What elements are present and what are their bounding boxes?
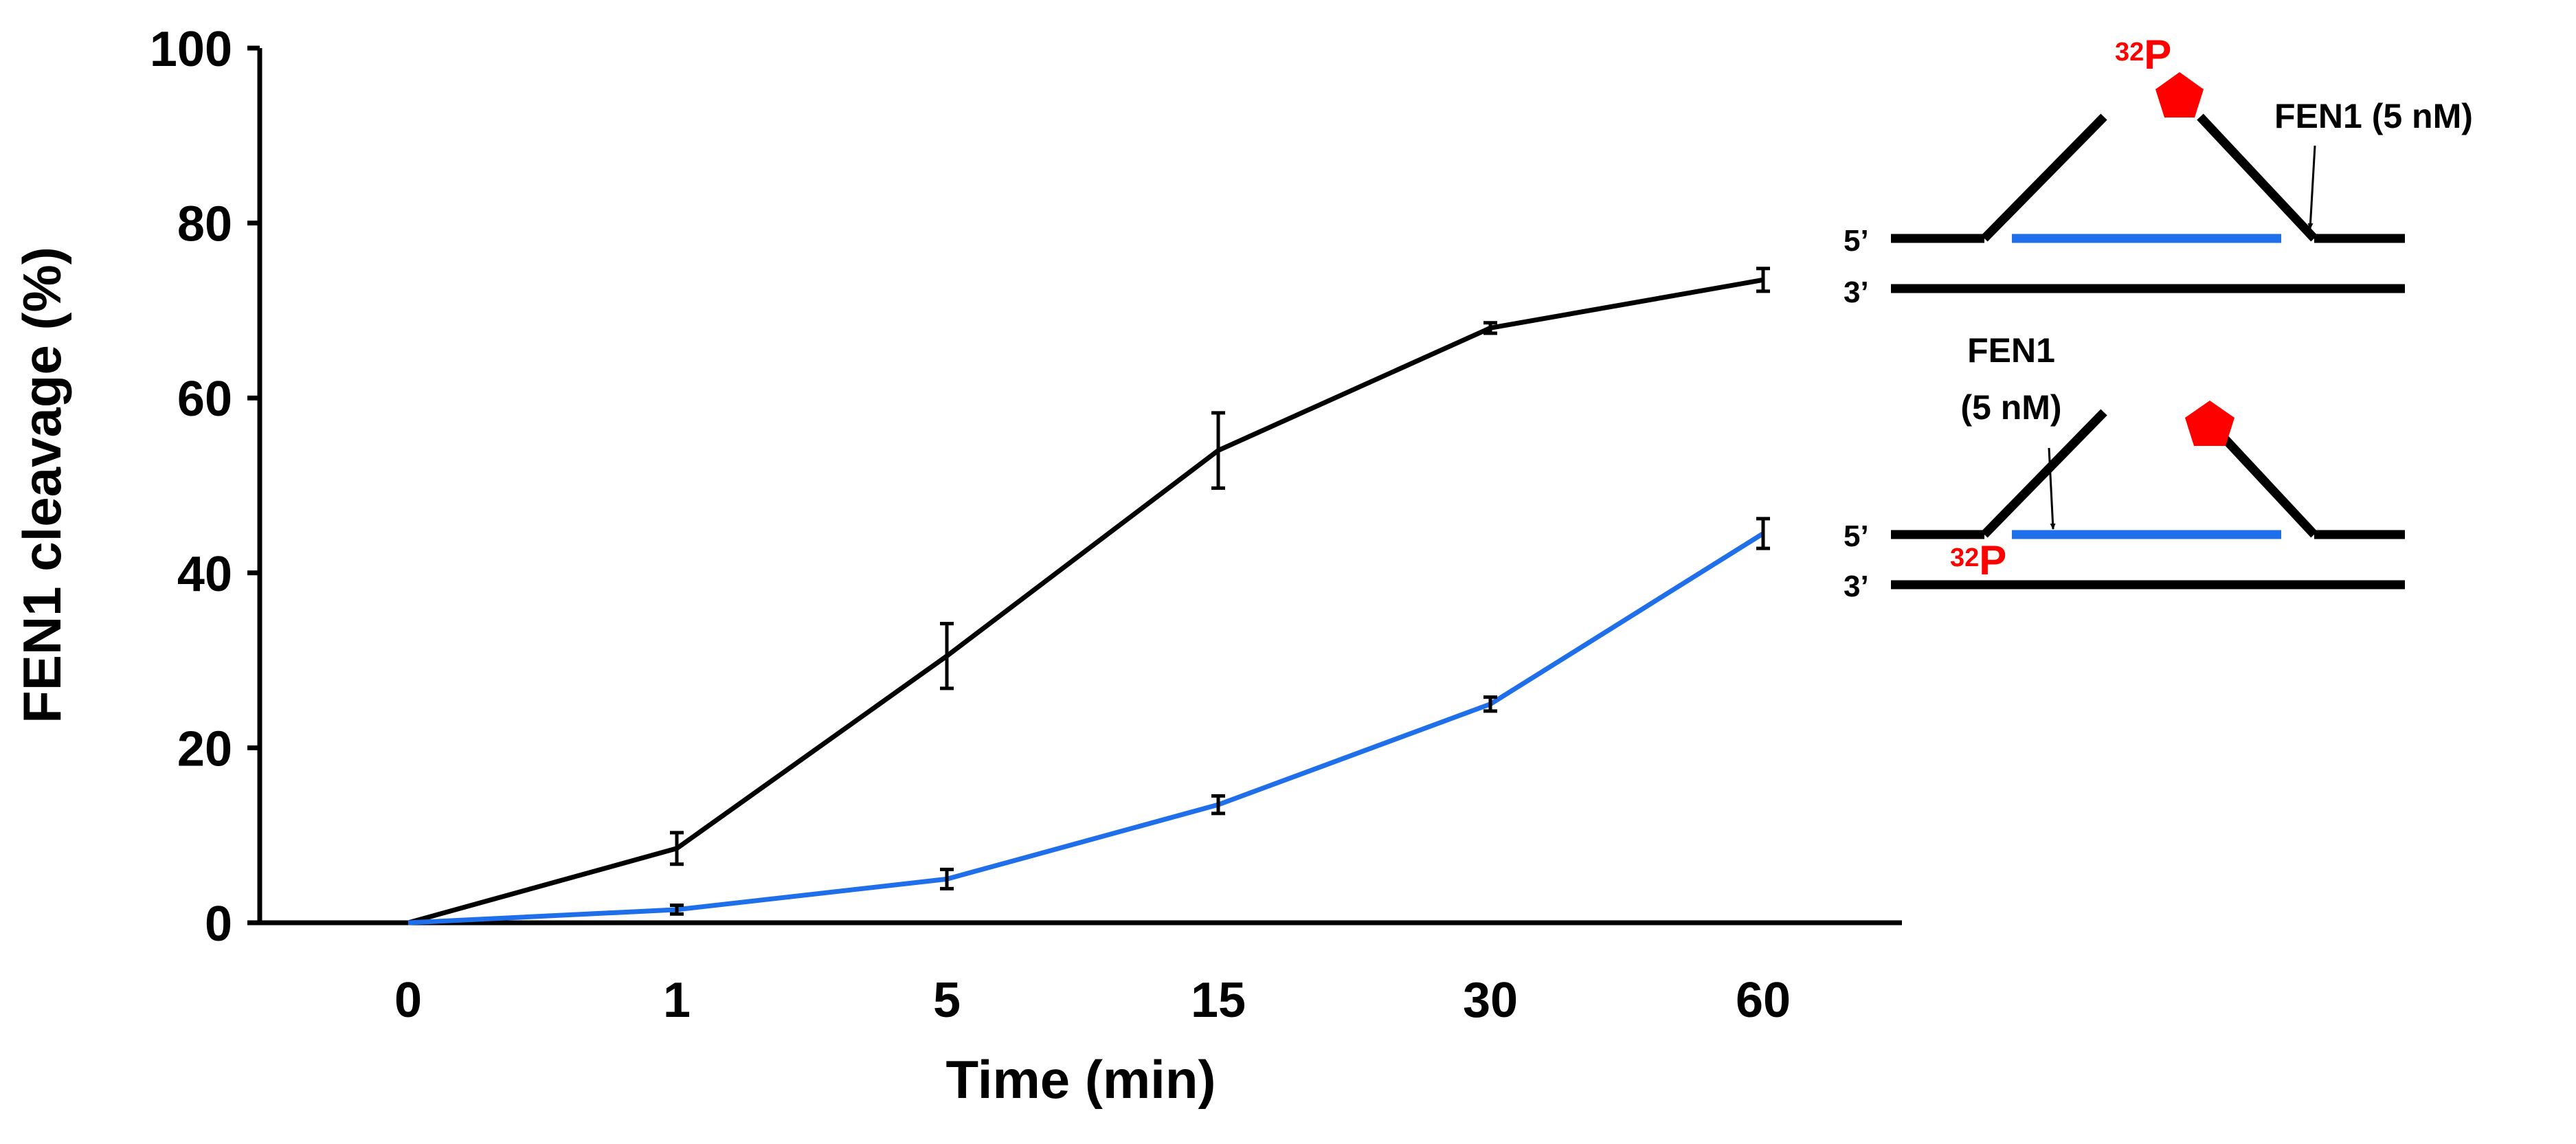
x-tick-label: 5 xyxy=(933,973,961,1028)
x-tick-label: 1 xyxy=(663,973,691,1028)
top-p32-superscript: 32 xyxy=(2115,38,2144,67)
top-fen1-label: FEN1 (5 nM) xyxy=(2274,97,2473,135)
data-point-black xyxy=(1756,267,1770,293)
y-tick-label: 60 xyxy=(177,372,232,427)
bottom-3prime-label: 3’ xyxy=(1844,570,1869,603)
top-upstream-flap xyxy=(1981,113,2107,242)
top-5prime-label: 5’ xyxy=(1844,224,1869,258)
bottom-fen1-label-line2: (5 nM) xyxy=(1960,388,2061,427)
x-tick-label: 60 xyxy=(1736,973,1791,1028)
data-point-black xyxy=(940,622,954,691)
series-line-black xyxy=(407,277,1764,926)
data-point-black xyxy=(670,831,684,866)
data-point-blue xyxy=(1211,794,1225,816)
bottom-upstream-flap xyxy=(1981,409,2107,538)
data-point-black xyxy=(1211,411,1225,490)
schematic-bottom: 5’ 3’ FEN1 (5 nM) 32P xyxy=(1844,331,2405,603)
y-tick-label: 100 xyxy=(150,22,232,77)
series-line-blue xyxy=(407,531,1765,926)
bottom-p32-letter: P xyxy=(1979,537,2006,583)
top-downstream-flap xyxy=(2197,113,2318,242)
data-point-blue xyxy=(940,867,954,890)
x-tick-label: 30 xyxy=(1463,973,1518,1028)
top-radiolabel-pentagon-icon xyxy=(2155,72,2204,117)
x-tick-label: 0 xyxy=(394,973,422,1028)
y-tick-label: 20 xyxy=(177,721,232,776)
data-point-black xyxy=(1483,321,1497,335)
top-p32-letter: P xyxy=(2144,32,2171,78)
x-tick-label: 15 xyxy=(1191,973,1246,1028)
x-ticks: 0 1 5 15 30 60 xyxy=(394,973,1791,1028)
series-layer xyxy=(407,267,1770,926)
bottom-p32-label: 32P xyxy=(1950,537,2006,583)
bottom-fen1-arrow xyxy=(2048,447,2056,530)
bottom-p32-superscript: 32 xyxy=(1950,543,1979,572)
bottom-fen1-label-line1: FEN1 xyxy=(1967,331,2055,370)
top-3prime-label: 3’ xyxy=(1844,276,1869,309)
data-point-blue xyxy=(1756,517,1770,550)
top-fen1-arrow xyxy=(2307,145,2316,229)
x-axis-label: Time (min) xyxy=(946,1049,1216,1110)
y-axis-label: FEN1 cleavage (%) xyxy=(12,247,72,724)
top-p32-label: 32P xyxy=(2115,32,2171,78)
data-point-blue xyxy=(1483,695,1497,713)
schematic-top: 5’ 3’ 32P FEN1 (5 nM) xyxy=(1844,32,2473,309)
y-tick-label: 0 xyxy=(205,897,232,952)
bottom-radiolabel-pentagon-icon xyxy=(2185,401,2235,446)
y-tick-label: 40 xyxy=(177,547,232,602)
y-tick-label: 80 xyxy=(177,197,232,252)
y-ticks: 0 20 40 60 80 100 xyxy=(150,22,260,952)
bottom-5prime-label: 5’ xyxy=(1844,519,1869,553)
data-point-blue xyxy=(670,904,684,916)
